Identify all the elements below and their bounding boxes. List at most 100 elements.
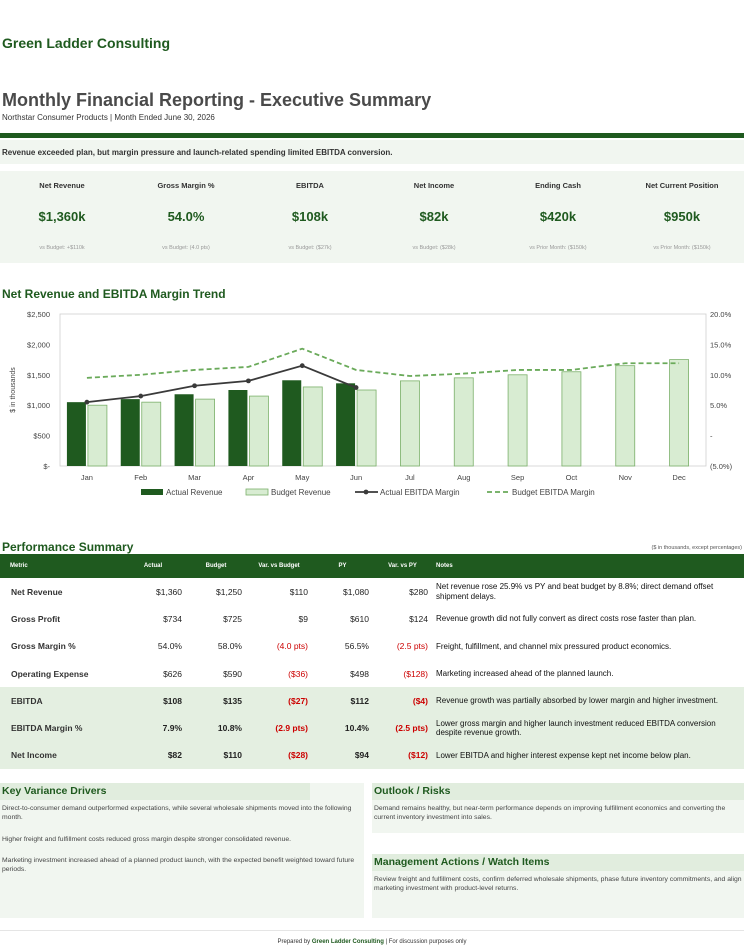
point-actual-ebitda-margin (353, 385, 359, 390)
budget-cell: $725 (223, 613, 242, 624)
x-tick-label: May (295, 473, 309, 482)
plot-area (59, 313, 707, 467)
actual-cell: 7.9% (120, 714, 186, 742)
notes-cell: Lower EBITDA and higher interest expense… (432, 741, 744, 770)
kpi-band: Net Revenue $1,360k vs Budget: +$110k Gr… (0, 171, 744, 263)
kpi-ending-cash: Ending Cash $420k vs Prior Month: ($150k… (496, 171, 620, 263)
table-row: EBITDA Margin % 7.9% 10.8% (2.9 pts) 10.4% (2… (0, 714, 744, 742)
firm-name: Green Ladder Consulting (2, 35, 171, 51)
key-variance-drivers: Key Variance Drivers Direct-to-consumer … (0, 783, 364, 918)
kpi-gross-margin: Gross Margin % 54.0% vs Budget: (4.0 pts… (124, 171, 248, 263)
driver-item: Marketing investment increased ahead of … (2, 857, 355, 874)
metric-cell: Gross Margin % (11, 641, 76, 652)
footer-rule (0, 930, 744, 931)
bar-budget-revenue (453, 377, 474, 467)
var-budget-cell: (4.0 pts) (276, 641, 308, 652)
var-budget-cell: $110 (289, 586, 308, 597)
management-actions: Management Actions / Watch Items Review … (372, 854, 744, 918)
legend-marker (363, 489, 369, 495)
point-actual-ebitda-margin (138, 393, 144, 399)
bar-budget-revenue (356, 389, 377, 467)
footer-suffix: | For discussion purposes only (383, 939, 467, 945)
bar-budget-revenue (87, 404, 108, 467)
legend-label: Actual Revenue (166, 488, 223, 497)
budget-cell: $1,250 (216, 586, 242, 597)
report-title: Monthly Financial Reporting - Executive … (2, 90, 432, 110)
py-cell: 10.4% (312, 714, 373, 742)
column-header: Notes (432, 554, 744, 578)
column-header: Actual (120, 554, 186, 578)
metric-cell: Net Income (0, 741, 120, 770)
kpi-compare: vs Prior Month: ($150k) (529, 245, 587, 251)
var-budget-cell: ($28) (246, 741, 312, 770)
y-tick-label: $2,500 (27, 310, 50, 319)
table-row: Gross Profit $734 $725 $9 $610 $124 Revenue gr… (0, 605, 744, 632)
outlook-title: Outlook / Risks (372, 783, 744, 800)
y2-tick-label: 10.0% (710, 371, 732, 380)
metric-cell: Operating Expense (11, 668, 89, 679)
x-tick-label: Sep (511, 473, 524, 482)
y2-tick-label: 15.0% (710, 340, 732, 349)
performance-unit-note: ($ in thousands, except percentages) (651, 545, 742, 551)
kpi-compare: vs Budget: +$110k (39, 245, 85, 251)
column-header: Var. vs Budget (246, 554, 312, 578)
driver-item: Direct-to-consumer demand outperformed e… (2, 805, 352, 821)
bar-budget-revenue (195, 398, 215, 467)
kpi-net-revenue: Net Revenue $1,360k vs Budget: +$110k (0, 171, 124, 263)
bar-actual-revenue (336, 383, 356, 466)
bar-budget-revenue (302, 386, 323, 467)
py-cell: $610 (350, 613, 369, 624)
point-actual-ebitda-margin (246, 378, 251, 384)
y2-tick-label: 20.0% (710, 310, 732, 319)
x-tick-label: Mar (188, 473, 201, 482)
kpi-ebitda: EBITDA $108k vs Budget: ($27k) (248, 171, 372, 263)
var-py-cell: ($12) (373, 741, 432, 770)
point-actual-ebitda-margin (84, 399, 90, 405)
notes-cell: Revenue growth was partially absorbed by… (432, 687, 744, 715)
y-tick-label: $500 (33, 432, 50, 441)
var-py-cell: ($128) (403, 668, 428, 679)
y-tick-label: $2,000 (27, 340, 50, 349)
var-py-cell: $124 (409, 613, 428, 624)
bar-budget-revenue (249, 395, 269, 467)
budget-cell: $590 (223, 668, 242, 679)
py-cell: $94 (312, 741, 373, 770)
budget-cell: 10.8% (186, 714, 246, 742)
bar-actual-revenue (282, 380, 302, 466)
x-tick-label: Jan (81, 473, 93, 482)
notes-cell: Freight, fulfillment, and channel mix pr… (436, 641, 672, 651)
footer: Prepared by Green Ladder Consulting | Fo… (0, 939, 744, 945)
bar-budget-revenue (561, 371, 582, 467)
py-cell: 56.5% (344, 641, 369, 652)
chart-title: Net Revenue and EBITDA Margin Trend (2, 287, 226, 301)
py-cell: $498 (350, 668, 369, 679)
x-tick-label: Dec (672, 473, 686, 482)
actual-cell: $626 (163, 668, 182, 679)
py-cell: $112 (312, 687, 373, 715)
x-tick-label: Jun (350, 473, 362, 482)
x-tick-label: Oct (566, 473, 579, 482)
bar-budget-revenue (141, 401, 162, 467)
actions-text: Review freight and fulfillment costs, co… (374, 876, 742, 892)
kpi-value: $420k (539, 209, 577, 224)
table-row: Net Income $82 $110 ($28) $94 ($12) Lower EBIT… (0, 741, 744, 770)
kpi-compare: vs Budget: (4.0 pts) (162, 245, 210, 251)
var-budget-cell: $9 (298, 613, 308, 624)
y2-tick-label: 5.0% (710, 401, 727, 410)
line-actual-ebitda-margin (86, 364, 357, 404)
footer-prefix: Prepared by (277, 939, 312, 945)
bar-budget-revenue (669, 359, 689, 467)
header-rule (0, 133, 744, 138)
kpi-compare: vs Prior Month: ($150k) (653, 245, 711, 251)
legend-swatch-budget-revenue (245, 488, 269, 496)
budget-cell: $110 (186, 741, 246, 770)
kpi-value: 54.0% (167, 209, 205, 224)
kpi-label: Net Revenue (39, 181, 85, 190)
bar-actual-revenue (174, 394, 194, 466)
var-budget-cell: (2.9 pts) (246, 714, 312, 742)
var-py-cell: (2.5 pts) (396, 641, 428, 652)
column-header: Var. vs PY (373, 554, 432, 578)
point-actual-ebitda-margin (299, 363, 305, 369)
notes-cell: Lower gross margin and higher launch inv… (432, 714, 744, 742)
metric-cell: Net Revenue (11, 586, 63, 597)
